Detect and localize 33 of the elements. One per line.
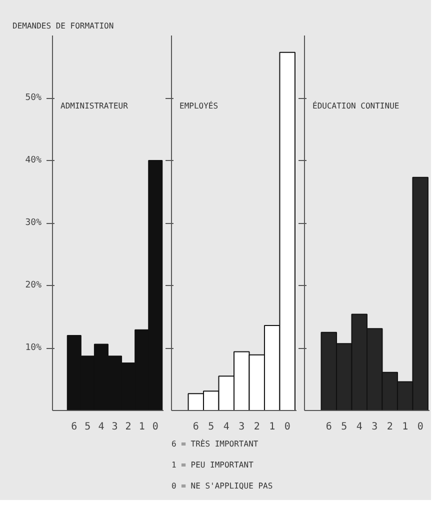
y-tick-label: 30%: [25, 218, 42, 228]
y-tick-label: 40%: [25, 156, 42, 166]
y-tick-label: 10%: [25, 343, 42, 353]
x-tick-label: 6: [71, 422, 78, 432]
x-tick-label: 4: [356, 422, 362, 432]
text: 0 = NE S'APPLIQUE PAS: [172, 482, 273, 490]
x-tick-label: 2: [254, 422, 260, 432]
chart-title: DEMANDES DE FORMATION: [12, 22, 114, 30]
x-tick-label: 5: [84, 422, 91, 432]
x-tick-label: 1: [269, 422, 276, 432]
x-tick-label: 6: [192, 422, 199, 432]
x-tick-label: 4: [223, 422, 230, 432]
x-tick-label: 3: [372, 422, 378, 432]
x-tick-label: 0: [152, 422, 158, 432]
text: ADMINISTRATEUR: [60, 102, 128, 110]
x-tick-label: 0: [284, 422, 290, 432]
x-tick-label: 5: [341, 422, 348, 432]
x-tick-label: 5: [208, 422, 214, 432]
x-tick-label: 1: [402, 422, 408, 432]
x-tick-label: 0: [417, 422, 424, 432]
x-tick-label: 2: [386, 422, 393, 432]
x-tick-label: 3: [238, 422, 245, 432]
x-tick-label: 3: [112, 422, 118, 432]
x-tick-label: 4: [98, 422, 104, 432]
text: ÉDUCATION CONTINUE: [312, 100, 400, 110]
text: EMPLOYÉS: [180, 100, 218, 110]
text: 6 = TRÈS IMPORTANT: [172, 438, 258, 448]
y-tick-label: 20%: [25, 280, 42, 290]
x-tick-label: 2: [125, 422, 132, 432]
x-tick-label: 1: [138, 422, 145, 432]
y-tick-label: 50%: [25, 93, 42, 103]
x-tick-label: 6: [326, 422, 332, 432]
text: 1 = PEU IMPORTANT: [172, 460, 254, 470]
